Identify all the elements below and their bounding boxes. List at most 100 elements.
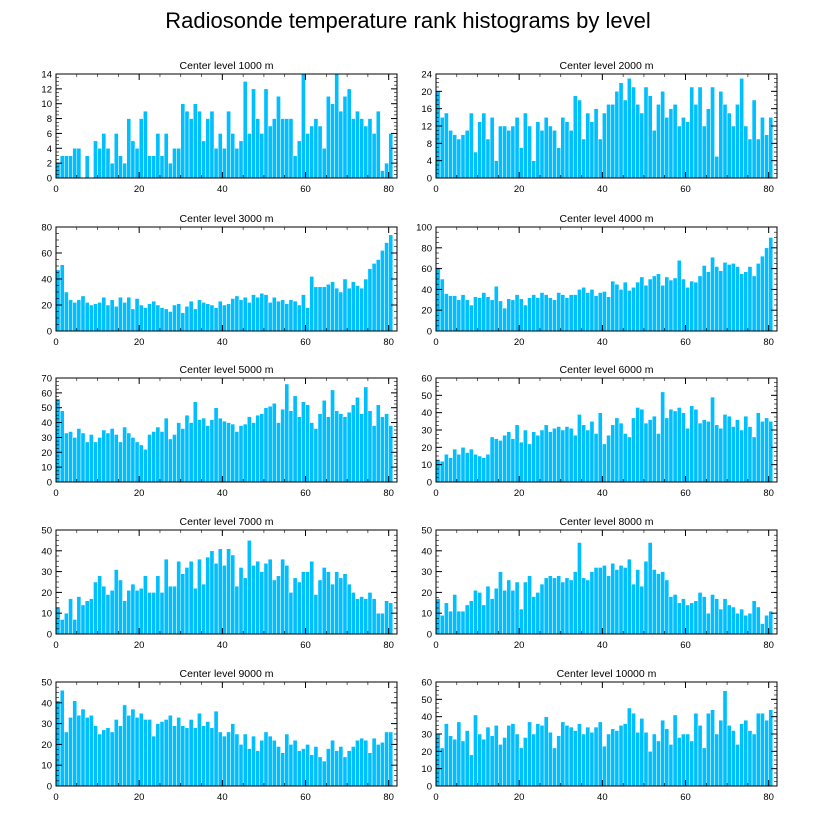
bar xyxy=(469,112,474,179)
bar xyxy=(122,162,127,179)
bar xyxy=(371,737,377,787)
bar xyxy=(485,138,491,179)
bar xyxy=(531,294,537,332)
bar xyxy=(469,754,474,787)
figure-title: Radiosonde temperature rank histograms b… xyxy=(165,8,651,33)
y-tick-label: 40 xyxy=(41,546,52,557)
bar xyxy=(84,155,90,179)
bar xyxy=(481,604,487,635)
bar xyxy=(234,733,240,787)
y-tick-label: 0 xyxy=(427,327,432,338)
y-tick-label: 10 xyxy=(421,764,432,775)
bar xyxy=(489,598,495,635)
bar xyxy=(523,737,528,787)
bar xyxy=(122,302,127,332)
bar xyxy=(585,292,591,332)
bar xyxy=(452,448,458,483)
bar xyxy=(456,721,462,787)
bar xyxy=(464,130,470,179)
panel-title: Center level 4000 m xyxy=(560,213,654,225)
bar xyxy=(134,717,140,787)
bar xyxy=(367,268,373,332)
bar xyxy=(118,725,123,787)
y-tick-label: 40 xyxy=(421,712,432,723)
bar xyxy=(176,422,182,483)
bar xyxy=(697,275,703,332)
x-tick-label: 60 xyxy=(300,184,311,195)
bar xyxy=(697,86,703,179)
bar xyxy=(371,263,377,332)
bar xyxy=(59,410,65,483)
x-tick-label: 20 xyxy=(514,488,525,499)
bar xyxy=(739,273,744,332)
bar xyxy=(593,726,599,787)
panel-8: Center level 8000 m 0 20 40 60 80 0 10 20 30 40 50 xyxy=(421,516,778,651)
bar xyxy=(138,118,144,179)
bar xyxy=(731,125,736,179)
bar xyxy=(701,125,707,179)
x-tick-label: 40 xyxy=(217,184,228,195)
bar xyxy=(697,725,703,787)
x-tick-label: 80 xyxy=(383,640,394,651)
bar xyxy=(543,577,549,635)
bar xyxy=(342,96,348,179)
bar xyxy=(622,99,628,179)
bar xyxy=(502,307,507,332)
bar xyxy=(326,748,331,787)
bar xyxy=(122,600,127,635)
x-tick-label: 60 xyxy=(680,488,691,499)
bar xyxy=(535,121,541,179)
bar xyxy=(138,587,144,635)
bar xyxy=(101,729,107,787)
bar xyxy=(751,275,757,332)
bar xyxy=(751,99,757,179)
bar xyxy=(217,133,223,179)
bar xyxy=(130,437,136,483)
bar xyxy=(255,750,261,787)
bar xyxy=(130,708,136,787)
bar xyxy=(477,733,482,787)
bar xyxy=(452,134,458,179)
x-tick-label: 0 xyxy=(53,488,58,499)
bar xyxy=(498,744,503,787)
bar xyxy=(444,602,449,635)
x-tick-label: 0 xyxy=(53,337,58,348)
bar xyxy=(388,425,394,483)
bar xyxy=(726,264,732,332)
bar xyxy=(448,457,453,483)
bar xyxy=(485,726,491,787)
bar xyxy=(668,744,674,787)
bar xyxy=(764,417,769,483)
bar xyxy=(643,732,649,787)
y-tick-label: 80 xyxy=(421,243,432,254)
x-tick-label: 80 xyxy=(763,488,774,499)
bar xyxy=(498,125,503,179)
bar xyxy=(367,410,373,483)
bar xyxy=(105,148,111,179)
bar xyxy=(568,726,574,787)
bar xyxy=(473,590,478,635)
bar xyxy=(280,408,285,483)
bar xyxy=(134,148,140,179)
bar xyxy=(217,300,223,332)
bar xyxy=(296,140,302,179)
bar xyxy=(305,133,310,179)
bar xyxy=(731,263,736,332)
bar xyxy=(375,612,381,635)
bar xyxy=(317,579,323,635)
bar xyxy=(93,725,98,787)
bar xyxy=(351,746,356,787)
bar xyxy=(163,719,169,787)
x-tick-label: 40 xyxy=(597,488,608,499)
bar xyxy=(55,606,61,635)
bar xyxy=(201,417,206,483)
bar xyxy=(493,587,499,635)
x-tick-label: 20 xyxy=(134,792,145,803)
bar xyxy=(330,739,335,787)
bar xyxy=(284,733,290,787)
bar xyxy=(180,725,186,787)
bar xyxy=(539,292,545,332)
bar xyxy=(755,138,761,179)
x-tick-label: 60 xyxy=(300,337,311,348)
bar xyxy=(271,739,277,787)
